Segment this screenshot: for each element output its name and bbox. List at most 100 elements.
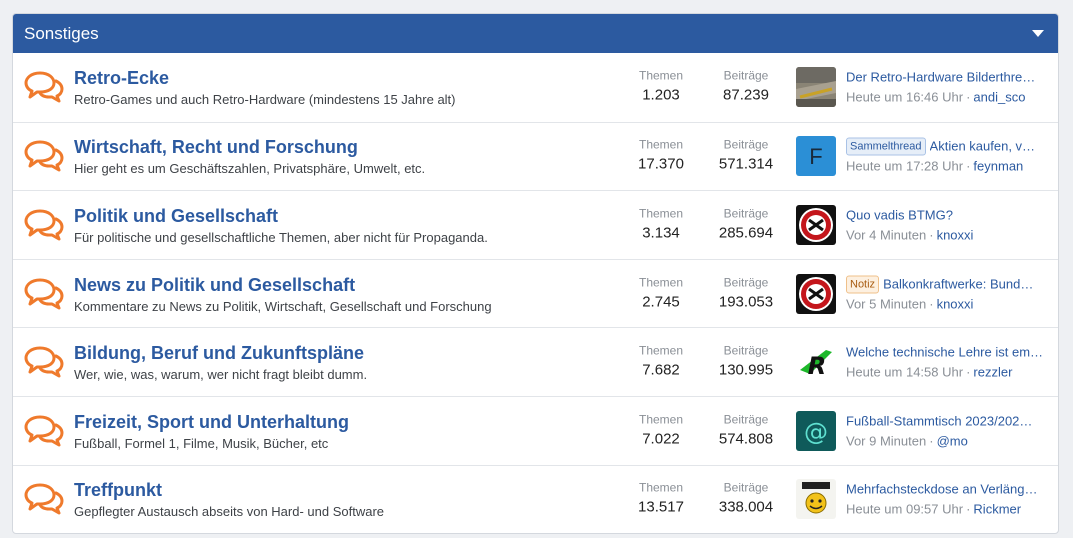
last-post-user-link[interactable]: knoxxi	[936, 296, 974, 312]
last-post-user-link[interactable]: knoxxi	[936, 227, 974, 243]
themes-count: 7.682	[642, 361, 680, 379]
last-post-title-link[interactable]: Welche technische Lehre ist em…	[846, 344, 1044, 360]
last-post-meta: Heute um 17:28 Uhr · feynman	[846, 158, 1024, 174]
forum-chat-icon[interactable]	[23, 482, 65, 516]
last-post-time[interactable]: Heute um 16:46 Uhr	[846, 89, 964, 105]
themes-count: 1.203	[642, 86, 680, 104]
svg-text:R: R	[808, 352, 826, 380]
last-post-title-link[interactable]: Quo vadis BTMG?	[846, 207, 953, 223]
last-post-title-link[interactable]: Balkonkraftwerke: Bund…	[883, 276, 1034, 292]
last-post-title-row: Sammelthread Aktien kaufen, v…	[846, 137, 1050, 157]
forum-title-link[interactable]: Politik und Gesellschaft	[74, 205, 279, 226]
last-post-meta: Vor 5 Minuten · knoxxi	[846, 296, 974, 312]
forum-title-link[interactable]: Retro-Ecke	[74, 68, 170, 89]
last-post-user-link[interactable]: @mo	[936, 433, 968, 449]
forum-chat-icon[interactable]	[23, 345, 65, 379]
posts-stat: Beiträge 574.808	[701, 411, 791, 450]
forum-description: Für politische und gesellschaftliche The…	[74, 229, 488, 245]
last-post-user-link[interactable]: andi_sco	[973, 89, 1026, 105]
last-post-title-link[interactable]: Mehrfachsteckdose an Verläng…	[846, 481, 1038, 497]
forum-row-7: Treffpunkt Gepflegter Austausch abseits …	[13, 464, 1058, 533]
posts-label: Beiträge	[723, 206, 769, 221]
posts-stat: Beiträge 130.995	[701, 343, 791, 382]
last-post-title-link[interactable]: Der Retro-Hardware Bilderthre…	[846, 69, 1036, 85]
themes-label: Themen	[638, 343, 684, 358]
forum-description: Hier geht es um Geschäftszahlen, Privats…	[74, 161, 426, 177]
forum-title-link[interactable]: Treffpunkt	[74, 480, 162, 501]
last-poster-avatar[interactable]: R	[796, 342, 836, 383]
forum-main: Bildung, Beruf und Zukunftspläne Wer, wi…	[74, 342, 614, 382]
themes-stat: Themen 1.203	[616, 68, 706, 107]
forum-main: Treffpunkt Gepflegter Austausch abseits …	[74, 479, 614, 519]
posts-stat: Beiträge 193.053	[701, 274, 791, 313]
posts-stat: Beiträge 87.239	[701, 68, 791, 107]
posts-stat: Beiträge 571.314	[701, 137, 791, 176]
forum-row-5: Bildung, Beruf und Zukunftspläne Wer, wi…	[13, 327, 1058, 396]
last-post-time[interactable]: Heute um 14:58 Uhr	[846, 364, 964, 380]
themes-count: 3.134	[642, 224, 680, 242]
forum-row-2: Wirtschaft, Recht und Forschung Hier geh…	[13, 121, 1058, 191]
thread-prefix-label[interactable]: Notiz	[846, 275, 880, 294]
last-post-title-link[interactable]: Fußball-Stammtisch 2023/202…	[846, 413, 1033, 429]
posts-label: Beiträge	[723, 275, 769, 290]
posts-stat: Beiträge 285.694	[701, 205, 791, 244]
forum-chat-icon[interactable]	[23, 277, 65, 311]
forum-category-block: Sonstiges Retro-Ecke Retro-Games und auc…	[12, 13, 1059, 534]
last-post-user-link[interactable]: rezzler	[973, 364, 1013, 380]
forum-row-4: News zu Politik und Gesellschaft Komment…	[13, 258, 1058, 328]
posts-label: Beiträge	[723, 137, 769, 152]
forum-main: Freizeit, Sport und Unterhaltung Fußball…	[74, 411, 614, 451]
last-poster-avatar[interactable]	[796, 273, 836, 314]
last-post-time[interactable]: Vor 4 Minuten	[846, 227, 927, 243]
last-post-user-link[interactable]: feynman	[973, 158, 1024, 174]
forum-chat-icon[interactable]	[23, 139, 65, 173]
themes-count: 2.745	[642, 293, 680, 311]
last-poster-avatar[interactable]: @	[796, 410, 836, 451]
last-poster-avatar[interactable]	[796, 204, 836, 245]
themes-stat: Themen 17.370	[616, 137, 706, 176]
themes-label: Themen	[638, 68, 684, 83]
forum-title-link[interactable]: Wirtschaft, Recht und Forschung	[74, 137, 358, 158]
posts-count: 87.239	[723, 86, 769, 104]
posts-label: Beiträge	[723, 343, 769, 358]
forum-description: Wer, wie, was, warum, wer nicht fragt bl…	[74, 367, 368, 383]
svg-text:@: @	[804, 418, 828, 446]
last-post-title-row: Notiz Balkonkraftwerke: Bund…	[846, 274, 1050, 294]
last-poster-avatar[interactable]	[796, 67, 836, 108]
last-post-meta: Heute um 09:57 Uhr · Rickmer	[846, 501, 1022, 517]
last-post-user-link[interactable]: Rickmer	[973, 501, 1022, 517]
forum-title-link[interactable]: Bildung, Beruf und Zukunftspläne	[74, 343, 364, 364]
last-poster-avatar[interactable]: F	[796, 136, 836, 177]
last-post-time[interactable]: Vor 5 Minuten	[846, 296, 927, 312]
last-post-title-link[interactable]: Aktien kaufen, v…	[929, 138, 1036, 154]
last-post-time[interactable]: Heute um 17:28 Uhr	[846, 158, 964, 174]
last-post-title-row: Quo vadis BTMG?	[846, 205, 1050, 225]
posts-count: 193.053	[718, 293, 774, 311]
forum-title-link[interactable]: Freizeit, Sport und Unterhaltung	[74, 411, 349, 432]
last-post-time[interactable]: Heute um 09:57 Uhr	[846, 501, 964, 517]
themes-label: Themen	[638, 275, 684, 290]
posts-stat: Beiträge 338.004	[701, 480, 791, 519]
last-post-time[interactable]: Vor 9 Minuten	[846, 433, 927, 449]
last-post: Welche technische Lehre ist em… Heute um…	[846, 343, 1050, 382]
last-post-meta: Heute um 16:46 Uhr · andi_sco	[846, 89, 1026, 105]
themes-count: 7.022	[642, 430, 680, 448]
last-post: Quo vadis BTMG? Vor 4 Minuten · knoxxi	[846, 205, 1050, 244]
posts-count: 285.694	[718, 224, 774, 242]
themes-stat: Themen 7.022	[616, 411, 706, 450]
themes-label: Themen	[638, 412, 684, 427]
thread-prefix-label[interactable]: Sammelthread	[846, 137, 926, 156]
last-poster-avatar[interactable]	[796, 479, 836, 520]
forum-description: Kommentare zu News zu Politik, Wirtschaf…	[74, 298, 492, 314]
posts-count: 130.995	[718, 361, 774, 379]
forum-chat-icon[interactable]	[23, 208, 65, 242]
forum-chat-icon[interactable]	[23, 414, 65, 448]
category-title[interactable]: Sonstiges	[24, 23, 99, 43]
forum-row-1: Retro-Ecke Retro-Games und auch Retro-Ha…	[13, 53, 1058, 122]
forum-chat-icon[interactable]	[23, 70, 65, 104]
posts-label: Beiträge	[723, 412, 769, 427]
collapse-toggle-icon[interactable]	[1032, 30, 1044, 37]
forum-title-link[interactable]: News zu Politik und Gesellschaft	[74, 274, 356, 295]
themes-stat: Themen 7.682	[616, 343, 706, 382]
category-header: Sonstiges	[13, 14, 1058, 53]
